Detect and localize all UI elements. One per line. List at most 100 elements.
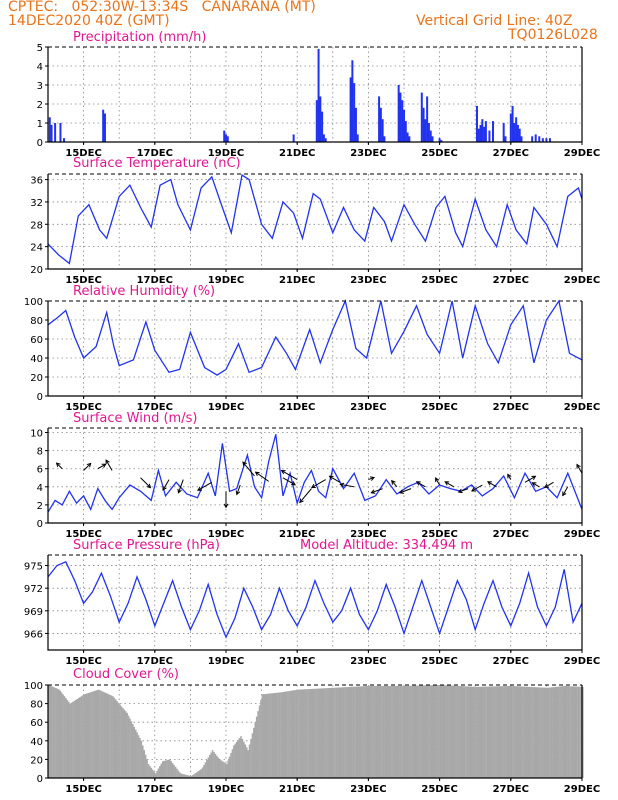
cloud-bar — [83, 694, 86, 778]
cloud-bar — [186, 775, 188, 778]
cloud-bar — [533, 687, 536, 778]
cloud-bar — [324, 688, 326, 778]
temp-xtick-label: 25DEC — [421, 275, 457, 286]
cloud-bar — [549, 687, 551, 778]
cloud-bar — [268, 693, 271, 778]
cloud-bar — [310, 688, 312, 778]
cloud-bar — [552, 687, 554, 778]
cloud-bar — [401, 685, 403, 778]
precip-xtick-label: 19DEC — [208, 148, 244, 159]
cloud-bar — [106, 693, 108, 778]
cloud-bar — [469, 686, 472, 778]
cloud-bar — [281, 692, 284, 778]
cloud-bar — [466, 686, 469, 778]
wind-vector-arrow — [236, 484, 241, 495]
cloud-bar — [247, 750, 249, 778]
cloud-bar — [327, 688, 329, 778]
cloud-bar — [96, 690, 99, 778]
cloud-bar — [470, 686, 473, 778]
wind-vector-arrowhead — [55, 462, 61, 468]
precip-bar — [322, 134, 325, 142]
cloud-bar — [149, 765, 151, 778]
cloud-bar — [522, 686, 524, 778]
cloud-bar — [391, 685, 393, 778]
wind-series-line — [47, 434, 583, 513]
cloud-bar — [82, 695, 84, 778]
cloud-bar — [567, 686, 570, 778]
rh-xtick-label: 21DEC — [279, 402, 315, 413]
precip-bar — [397, 85, 400, 142]
precip-bar — [429, 130, 432, 142]
rh-ytick-label: 60 — [30, 335, 43, 346]
wind-vector-arrowhead — [531, 482, 537, 487]
cloud-bar — [164, 760, 167, 778]
cloud-bar — [339, 687, 342, 778]
wind-vector-arrow — [435, 477, 441, 486]
precip-bar — [502, 123, 505, 142]
wind-vector-arrowhead — [391, 479, 396, 485]
cloud-bar — [67, 701, 70, 778]
wind-vector-arrow — [83, 463, 92, 471]
precip-bar — [50, 124, 53, 142]
cloud-ytick-label: 40 — [30, 737, 43, 748]
cloud-bar — [443, 685, 446, 778]
cloud-bar — [550, 687, 553, 778]
wind-vector-arrow — [444, 481, 455, 488]
cloud-bar — [228, 756, 231, 778]
pressure-xtick-label: 25DEC — [421, 656, 457, 667]
cloud-bar — [499, 686, 502, 778]
cloud-bar — [519, 686, 521, 778]
wind-vector-arrowhead — [339, 482, 345, 488]
cloud-bar — [174, 766, 177, 778]
cloud-bar — [227, 760, 230, 778]
wind-vector-arrow — [162, 479, 170, 491]
cloud-bar — [248, 744, 251, 778]
cloud-bar — [543, 687, 546, 778]
cloud-bar — [116, 701, 118, 778]
wind-vector-arrowhead — [162, 485, 167, 491]
cloud-bar — [445, 685, 447, 778]
cloud-bar — [485, 686, 487, 778]
cloud-bar — [169, 759, 171, 778]
cloud-bar — [176, 768, 178, 778]
cloud-bar — [520, 686, 523, 778]
cloud-bar — [314, 688, 316, 778]
cloud-bar — [132, 724, 134, 778]
cloud-bar — [181, 773, 184, 778]
cloud-bar — [478, 686, 480, 778]
cloud-bar — [89, 692, 91, 778]
temp-xtick-label: 21DEC — [279, 275, 315, 286]
cloud-bar — [282, 691, 285, 778]
cloud-bar — [526, 686, 529, 778]
cloud-bar — [495, 686, 497, 778]
cloud-bar — [76, 698, 79, 778]
wind-xtick-label: 17DEC — [137, 529, 173, 540]
rh-ytick-label: 100 — [24, 297, 43, 308]
precip-bar — [511, 105, 514, 142]
cloud-bar — [505, 686, 507, 778]
cloud-bar — [546, 687, 548, 778]
rh-ytick-label: 0 — [37, 392, 43, 403]
cloud-bar — [365, 686, 368, 778]
cloud-bar — [211, 750, 214, 778]
cloud-bar — [317, 688, 319, 778]
header-model-code: TQ0126L028 — [508, 27, 598, 43]
cloud-bar — [278, 692, 281, 778]
cloud-bar — [150, 767, 153, 778]
cloud-bar — [53, 687, 56, 778]
cloud-bar — [358, 686, 361, 778]
cloud-bar — [226, 764, 228, 778]
cloud-bar — [244, 744, 247, 778]
cloud-bar — [385, 685, 388, 778]
wind-vector-arrowhead — [146, 483, 152, 489]
rh-ytick-label: 80 — [30, 316, 43, 327]
header-grid-line: Vertical Grid Line: 40Z — [416, 13, 573, 29]
cloud-bar — [294, 690, 296, 778]
precip-bar — [538, 136, 541, 142]
cloud-bar — [217, 757, 220, 778]
cloud-bar — [49, 685, 52, 778]
cloud-bar — [218, 759, 221, 778]
cloud-bar — [355, 686, 358, 778]
cloud-bar — [341, 687, 343, 778]
cloud-bar — [399, 685, 402, 778]
